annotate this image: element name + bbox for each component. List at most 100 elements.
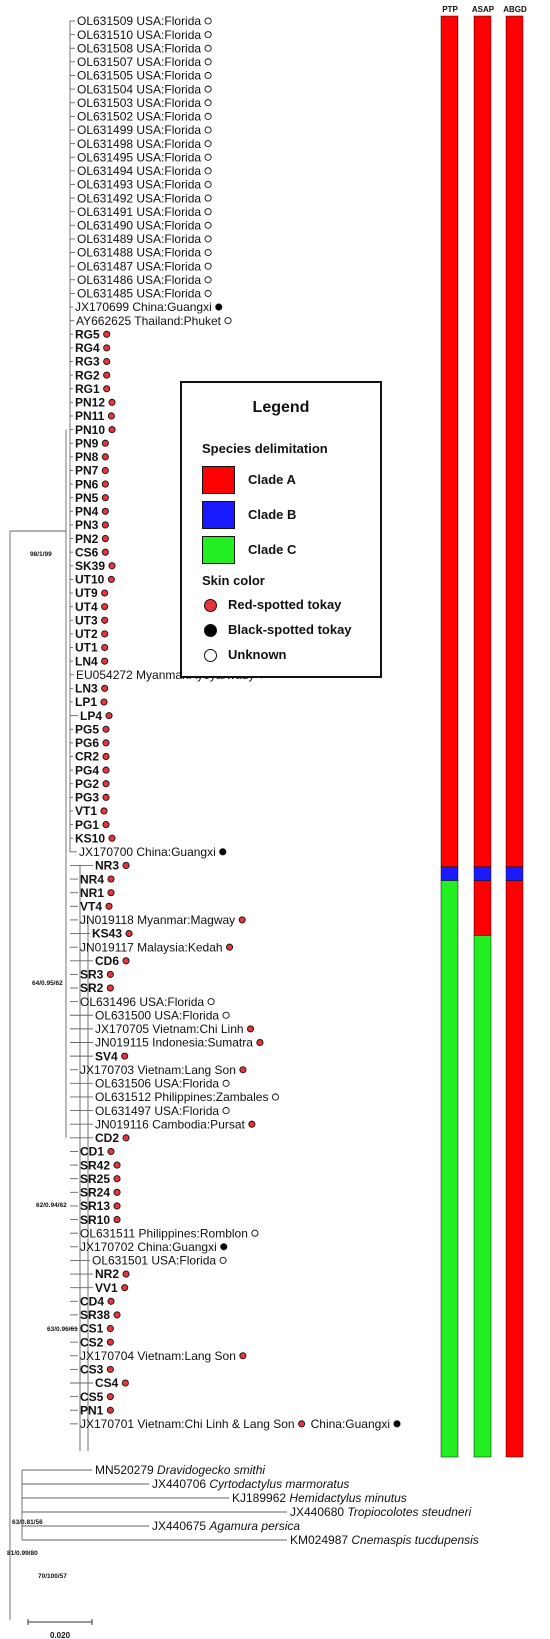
skin-color-dot: [101, 494, 109, 502]
skin-color-dot: [238, 916, 246, 924]
skin-color-dot: [102, 752, 110, 761]
tip-label: CD2: [95, 1131, 119, 1145]
skin-color-dot: [107, 1147, 115, 1156]
skin-color-dot: [107, 875, 115, 883]
skin-color-dot: [103, 371, 111, 379]
skin-color-dot: [102, 821, 110, 829]
tip-label: OL631505 USA:Florida: [77, 69, 201, 83]
outgroup-species: Hemidactylus minutus: [289, 1491, 406, 1505]
tip-label: JN019117 Malaysia:Kedah: [80, 940, 223, 954]
skin-color-dot: [101, 521, 109, 529]
tip-label: SR38: [80, 1308, 110, 1322]
tip-label: NR2: [95, 1267, 119, 1281]
outgroup-accession: JX440675: [152, 1519, 209, 1533]
skin-color-dot: [101, 466, 109, 475]
column-header-asap: ASAP: [472, 5, 495, 14]
tip-label: OL631489 USA:Florida: [77, 232, 201, 246]
skin-color-dot: [204, 194, 212, 202]
skin-color-dot: [204, 112, 212, 120]
outgroup-label: KJ189962 Hemidactylus minutus: [232, 1491, 407, 1505]
tip-label: CS1: [80, 1322, 104, 1336]
skin-color-dot: [113, 1202, 121, 1210]
skin-color-dot: [101, 507, 109, 515]
tip-label: KS43: [92, 927, 122, 941]
tip-label: OL631500 USA:Florida: [95, 1008, 219, 1022]
skin-color-dot: [393, 1420, 401, 1428]
delimitation-bar-abgd: [505, 880, 524, 1458]
skin-color-dot: [251, 1229, 259, 1237]
skin-color-dot: [122, 861, 130, 869]
skin-color-dot: [121, 1052, 129, 1060]
skin-color-dot: [204, 44, 212, 52]
tip-label: PG1: [75, 818, 99, 832]
tip-label: SR25: [80, 1172, 110, 1186]
skin-color-dot: [102, 793, 110, 801]
skin-color-dot: [108, 398, 116, 406]
tip-label: OL631485 USA:Florida: [77, 287, 201, 301]
skin-color-dot: [105, 712, 113, 720]
outgroup-accession: MN520279: [95, 1463, 157, 1477]
skin-color-dot: [101, 657, 109, 665]
tip-label: OL631498 USA:Florida: [77, 137, 201, 151]
tip-label: CS3: [80, 1363, 104, 1377]
tip-label: PN10: [75, 423, 105, 437]
tip-label: OL631512 Philippines:Zambales: [95, 1090, 268, 1104]
tip-label: SR10: [80, 1213, 110, 1227]
tip-label: SR13: [80, 1199, 110, 1213]
tip-label: OL631506 USA:Florida: [95, 1077, 219, 1091]
skin-color-dot: [204, 71, 212, 80]
outgroup-label: JX440706 Cyrtodactylus marmoratus: [152, 1477, 349, 1491]
skin-color-dot: [113, 1311, 121, 1319]
skin-color-dot: [101, 439, 109, 447]
tip-label: PG2: [75, 777, 99, 791]
tip-label: JN019116 Cambodia:Pursat: [95, 1117, 246, 1131]
skin-color-dot: [298, 1420, 306, 1428]
tip-label: OL631499 USA:Florida: [77, 123, 201, 137]
skin-color-dot: [204, 85, 212, 93]
skin-color-dot: [207, 998, 215, 1006]
skin-color-dot: [107, 1297, 115, 1305]
skin-color-dot: [204, 235, 212, 243]
skin-color-dot: [246, 1025, 255, 1033]
tip-label: SR24: [80, 1186, 110, 1200]
delimitation-bar-ptp: [440, 15, 459, 868]
tip-label: RG5: [75, 327, 100, 341]
tip-label: JX170704 Vietnam:Lang Son: [80, 1349, 236, 1363]
skin-color-dot: [107, 889, 115, 897]
tip-label: NR4: [80, 872, 104, 886]
tip-label: CS2: [80, 1335, 104, 1349]
skin-color-dot: [204, 17, 212, 25]
outgroup-label: KM024987 Cnemaspis tucdupensis: [290, 1533, 479, 1547]
outgroup-species: Dravidogecko smithi: [157, 1463, 265, 1477]
tip-label: SK39: [75, 559, 105, 573]
scale-bar: 0.020: [27, 1619, 93, 1639]
skin-color-dot: [106, 1324, 114, 1333]
skin-color-dot: [101, 589, 109, 597]
tip-label: NR3: [95, 859, 119, 873]
tip-label: OL631496 USA:Florida: [80, 995, 204, 1009]
tip-label: PN12: [75, 396, 105, 410]
tip-label: LN3: [75, 682, 98, 696]
tip-label: PN4: [75, 505, 99, 519]
skin-color-dot: [105, 902, 113, 910]
tip-label: LP4: [80, 709, 102, 723]
tip-label: PN3: [75, 518, 99, 532]
skin-color-dot: [222, 1079, 230, 1087]
skin-color-dot: [102, 725, 110, 733]
tip-label: PN11: [75, 409, 105, 423]
outgroup-species: Tropiocolotes steudneri: [347, 1505, 471, 1519]
scale-label: 0.020: [50, 1631, 71, 1639]
skin-color-dot: [204, 221, 212, 229]
tip-label: UT3: [75, 613, 98, 627]
skin-color-dot: [204, 262, 212, 270]
tip-label: CR2: [75, 750, 99, 764]
skin-color-dot: [107, 575, 115, 583]
clade-a-label: Clade A: [248, 472, 296, 487]
tip-label: KS10: [75, 831, 105, 845]
tip-label: AY662625 Thailand:Phuket: [76, 314, 222, 328]
tip-label: RG2: [75, 368, 100, 382]
support-value: 98/1/99: [30, 551, 52, 558]
skin-color-dot: [122, 1270, 130, 1278]
tip-label: RG1: [75, 382, 100, 396]
